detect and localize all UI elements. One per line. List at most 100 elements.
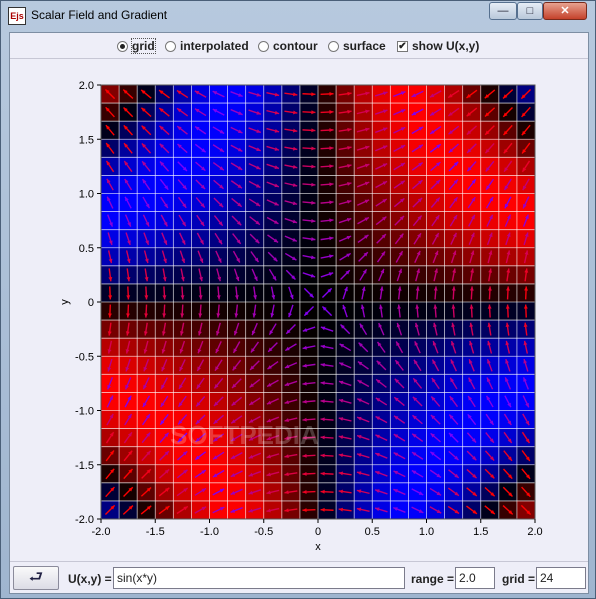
radio-grid[interactable]: [117, 40, 128, 52]
gradient-arrow: [338, 507, 352, 512]
gradient-arrow: [505, 322, 510, 336]
gradient-arrow: [302, 363, 316, 368]
title-bar[interactable]: Ejs Scalar Field and Gradient — □ ✕: [1, 1, 595, 31]
gradient-arrow: [142, 395, 151, 408]
scalar-field-plot[interactable]: -2.0 -1.5 -1.0 -0.5 0 0.5 1.0 1.5 2.0 2.0 1.5 1.0 0…: [10, 59, 588, 559]
gradient-arrow: [393, 197, 405, 208]
gradient-arrow: [374, 91, 388, 97]
gradient-arrow: [411, 108, 424, 116]
gradient-arrow: [320, 164, 334, 169]
gradient-arrow: [375, 162, 388, 170]
gradient-arrow: [248, 109, 262, 115]
gradient-arrow: [266, 489, 280, 495]
gradient-arrow: [124, 214, 132, 227]
gradient-arrow: [357, 199, 370, 206]
gradient-arrow: [468, 377, 476, 390]
gradient-arrow: [162, 286, 167, 300]
gradient-arrow: [411, 488, 424, 496]
function-input[interactable]: [113, 567, 405, 589]
gradient-arrow: [375, 415, 388, 424]
x-tick-label: 1.5: [473, 526, 488, 538]
option-contour[interactable]: contour: [258, 38, 318, 54]
gradient-arrow: [249, 360, 260, 371]
range-input[interactable]: [455, 567, 495, 589]
gradient-arrow: [430, 432, 441, 443]
reset-button[interactable]: ⮐: [13, 566, 59, 590]
gradient-arrow: [469, 322, 474, 336]
x-tick-label: -1.5: [146, 526, 165, 538]
gradient-arrow: [212, 506, 225, 514]
plot-panel[interactable]: -2.0 -1.5 -1.0 -0.5 0 0.5 1.0 1.5 2.0 2.0 1.5 1.0 0…: [10, 59, 588, 559]
gradient-arrow: [140, 107, 152, 118]
option-surface[interactable]: surface: [328, 38, 386, 54]
radio-contour[interactable]: [258, 40, 269, 52]
gradient-arrow: [359, 268, 368, 281]
gradient-arrow: [502, 486, 513, 497]
gradient-arrow: [320, 254, 334, 259]
gradient-arrow: [230, 433, 243, 442]
gradient-arrow: [521, 106, 531, 118]
gradient-arrow: [161, 322, 167, 336]
gradient-arrow: [431, 214, 440, 227]
grid-input[interactable]: [536, 567, 586, 589]
gradient-arrow: [161, 250, 167, 264]
gradient-arrow: [505, 232, 511, 246]
gradient-arrow: [393, 415, 406, 424]
minimize-button[interactable]: —: [489, 2, 517, 20]
gradient-arrow: [176, 505, 189, 515]
checkbox-show-u[interactable]: ✔: [397, 40, 408, 52]
gradient-arrow: [448, 469, 460, 479]
gradient-arrow: [180, 304, 185, 318]
gradient-arrow: [486, 377, 494, 390]
gradient-arrow: [212, 144, 225, 153]
gradient-arrow: [393, 180, 406, 189]
option-grid[interactable]: grid: [117, 38, 156, 54]
gradient-arrow: [340, 269, 351, 280]
radio-interpolated[interactable]: [165, 40, 176, 52]
gradient-arrow: [502, 468, 513, 480]
gradient-arrow: [320, 128, 334, 133]
gradient-arrow: [267, 251, 278, 262]
gradient-arrow: [107, 340, 113, 354]
gradient-arrow: [266, 453, 280, 459]
gradient-arrow: [393, 452, 406, 460]
gradient-arrow: [284, 235, 298, 242]
gradient-arrow: [216, 304, 221, 318]
gradient-arrow: [357, 234, 369, 244]
gradient-arrow: [124, 395, 132, 408]
option-show-u[interactable]: ✔ show U(x,y): [397, 38, 479, 54]
gradient-arrow: [431, 377, 440, 390]
gradient-arrow: [393, 506, 406, 513]
gradient-arrow: [140, 486, 152, 497]
gradient-arrow: [357, 360, 369, 370]
gradient-arrow: [266, 145, 280, 151]
maximize-button[interactable]: □: [517, 2, 543, 20]
gradient-arrow: [267, 360, 279, 370]
close-button[interactable]: ✕: [543, 2, 587, 20]
gradient-arrow: [358, 251, 369, 262]
gradient-arrow: [447, 505, 460, 515]
y-tick-label: -1.5: [75, 460, 94, 472]
gradient-arrow: [412, 396, 423, 407]
gradient-arrow: [506, 268, 511, 282]
gradient-arrow: [502, 124, 513, 136]
gradient-arrow: [522, 395, 530, 408]
x-tick-label: 0.5: [365, 526, 380, 538]
option-grid-label: grid: [131, 38, 156, 54]
gradient-arrow: [375, 216, 387, 226]
gradient-arrow: [144, 304, 149, 318]
gradient-arrow: [448, 450, 459, 461]
y-tick-label: -2.0: [75, 514, 94, 526]
gradient-arrow: [161, 340, 167, 354]
gradient-arrow: [176, 107, 189, 117]
gradient-arrow: [176, 89, 189, 99]
gradient-arrow: [194, 90, 207, 98]
gradient-arrow: [284, 146, 298, 151]
gradient-arrow: [338, 380, 352, 387]
gradient-arrow: [394, 359, 404, 371]
gradient-arrow: [433, 304, 438, 318]
option-interpolated[interactable]: interpolated: [165, 38, 249, 54]
radio-surface[interactable]: [328, 40, 339, 52]
gradient-arrow: [248, 162, 261, 170]
gradient-arrow: [466, 125, 478, 136]
